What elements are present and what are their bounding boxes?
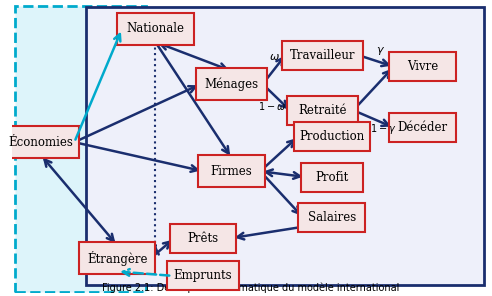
FancyBboxPatch shape [86,7,485,284]
Text: $1-\gamma$: $1-\gamma$ [370,122,396,136]
FancyBboxPatch shape [282,41,363,70]
FancyBboxPatch shape [3,126,79,158]
FancyBboxPatch shape [198,155,265,187]
FancyBboxPatch shape [170,223,237,252]
FancyBboxPatch shape [79,242,155,274]
Text: Étrangère: Étrangère [87,251,148,266]
FancyBboxPatch shape [299,203,365,232]
FancyBboxPatch shape [286,96,358,125]
Text: $\gamma$: $\gamma$ [376,44,385,57]
Text: Retraité: Retraité [298,104,346,117]
Text: Salaires: Salaires [308,211,356,224]
Text: Production: Production [299,130,365,143]
Text: Emprunts: Emprunts [174,269,232,282]
FancyBboxPatch shape [15,6,146,292]
FancyBboxPatch shape [301,163,363,192]
Text: Décéder: Décéder [398,121,448,134]
Text: Profit: Profit [315,170,348,184]
FancyBboxPatch shape [117,13,193,45]
Text: Nationale: Nationale [126,22,184,36]
Text: $\omega$: $\omega$ [269,52,280,62]
Text: $1-\omega$: $1-\omega$ [258,100,286,112]
Text: Économies: Économies [8,136,73,149]
Text: Prêts: Prêts [187,231,218,244]
FancyBboxPatch shape [389,52,456,81]
Text: Vivre: Vivre [407,60,438,73]
FancyBboxPatch shape [167,261,239,290]
FancyBboxPatch shape [196,68,268,100]
Text: Ménages: Ménages [205,77,259,91]
Text: Travailleur: Travailleur [290,49,355,62]
FancyBboxPatch shape [294,122,370,151]
Text: Firmes: Firmes [211,165,252,178]
Text: Figure 2.1: Description schématique du modèle international: Figure 2.1: Description schématique du m… [102,283,400,293]
FancyBboxPatch shape [389,113,456,142]
